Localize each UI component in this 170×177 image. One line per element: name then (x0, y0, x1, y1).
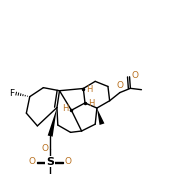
Text: O: O (131, 72, 138, 80)
Text: H: H (87, 85, 93, 94)
Text: O: O (65, 157, 72, 166)
Polygon shape (97, 108, 104, 125)
Text: O: O (29, 157, 36, 166)
Text: O: O (116, 81, 123, 90)
Polygon shape (48, 108, 57, 137)
Text: O: O (41, 144, 48, 153)
Text: F: F (9, 89, 14, 98)
Text: H: H (62, 104, 68, 113)
Text: S: S (46, 157, 54, 167)
Text: H: H (88, 99, 95, 108)
